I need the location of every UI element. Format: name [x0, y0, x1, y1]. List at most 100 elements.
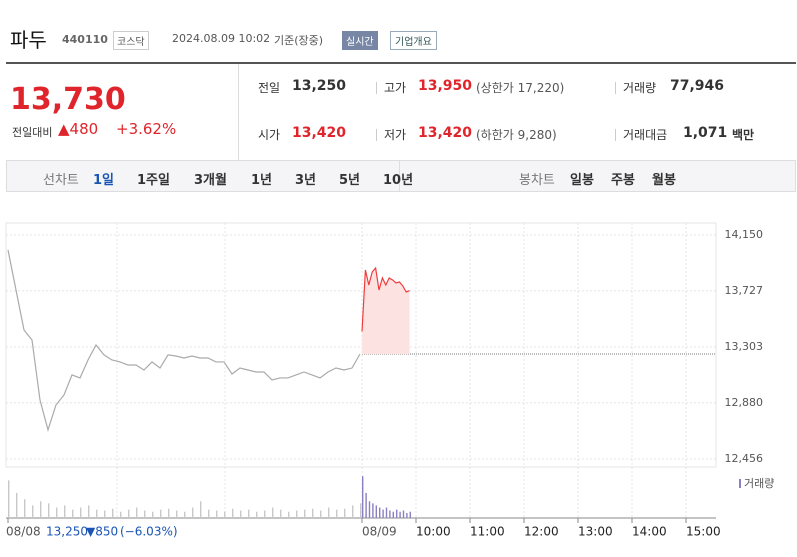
- volume-bar: [136, 507, 138, 518]
- volume-bar: [72, 509, 74, 518]
- volume-bar: [96, 509, 98, 518]
- x-tick-label: 10:00: [416, 525, 451, 539]
- volume-bar: [104, 510, 106, 518]
- volume-bar: [232, 508, 234, 518]
- stat-value: 13,420: [292, 125, 347, 141]
- y-tick-label: 12,880: [725, 396, 764, 409]
- volume-bar: [224, 511, 226, 518]
- tab-label: 선차트: [43, 173, 79, 188]
- volume-bar: [409, 511, 411, 518]
- stat-value: 13,250: [292, 78, 347, 94]
- change-pct: +3.62%: [116, 120, 177, 138]
- volume-bar: [368, 501, 371, 518]
- volume-bar: [184, 511, 186, 518]
- volume-bar: [304, 509, 306, 518]
- volume-bar: [200, 501, 202, 518]
- stat-label: 시가: [258, 128, 281, 142]
- price-line: [7, 249, 361, 433]
- stat-label: 거래량: [623, 81, 657, 95]
- tab[interactable]: 일봉: [570, 173, 594, 188]
- summary-change: ▼850: [86, 525, 118, 539]
- x-tick-label: 11:00: [470, 525, 505, 539]
- volume-bar: [256, 511, 258, 518]
- y-tick-label: 13,303: [725, 340, 764, 353]
- volume-bar: [40, 501, 42, 518]
- price-box: 13,730 전일대비 ▲480 +3.62% 전일 13,250 고가 13,950…: [6, 62, 796, 161]
- volume-bar: [379, 507, 381, 518]
- volume-bar: [344, 508, 346, 518]
- tab[interactable]: 주봉: [611, 173, 635, 188]
- volume-bar: [168, 508, 170, 518]
- volume-bar: [372, 503, 374, 518]
- volume-bar: [362, 476, 364, 518]
- stat-value: 13,950: [418, 78, 473, 94]
- y-tick-label: 13,727: [725, 284, 764, 297]
- volume-bar: [396, 509, 398, 518]
- tab-label: 봉차트: [519, 173, 555, 188]
- volume-bar: [8, 480, 10, 518]
- stat-label: 거래대금: [623, 128, 668, 142]
- volume-bar: [320, 510, 322, 518]
- volume-bar: [144, 510, 146, 518]
- x-tick-label: 13:00: [578, 525, 613, 539]
- plot-frame: [5, 222, 717, 468]
- volume-bar: [288, 511, 290, 518]
- stat-sub: (하한가 9,280): [476, 128, 557, 142]
- volume-bar: [406, 512, 408, 518]
- volume-bar: [312, 508, 314, 518]
- area: [362, 268, 410, 355]
- volume-bar: [248, 509, 250, 518]
- x-tick-label: 12:00: [524, 525, 559, 539]
- tab[interactable]: 3년: [295, 173, 317, 188]
- volume-bar: [16, 492, 18, 518]
- stat-value: 13,420: [418, 125, 473, 141]
- volume-bar: [272, 507, 274, 518]
- change-label: 전일대비: [12, 126, 53, 139]
- volume-bar: [296, 510, 298, 518]
- volume-bar: [208, 509, 210, 518]
- volume-bar: [382, 509, 384, 518]
- stat-label: 고가: [384, 81, 407, 95]
- legend-swatch: [739, 479, 741, 488]
- x-tick-label: 08/09: [362, 525, 397, 539]
- tab[interactable]: 1년: [251, 173, 273, 188]
- volume-bar: [176, 510, 178, 518]
- legend-label: 거래량: [744, 477, 774, 490]
- volume-bar: [32, 505, 34, 518]
- volume-bar: [240, 510, 242, 518]
- volume-bar: [120, 511, 122, 518]
- volume-bar: [88, 505, 90, 518]
- stat-value: 77,946: [670, 78, 725, 94]
- volume-bar: [360, 503, 362, 518]
- realtime-button[interactable]: 실시간: [342, 31, 378, 50]
- tab[interactable]: 1주일: [137, 173, 170, 188]
- company-dropdown[interactable]: 기업개요: [390, 31, 437, 50]
- period-tabs: 선차트 1일 1주일 3개월 1년 3년 5년 10년 봉차트 일봉 주봉 월봉: [6, 160, 796, 192]
- chart: 14,150 13,727 13,303 12,880 12,456 08/08 08/09…: [5, 222, 774, 539]
- tab[interactable]: 1일: [93, 173, 115, 188]
- volume-bar: [280, 509, 282, 518]
- stock-name: 파두: [10, 28, 47, 52]
- volume-bar: [389, 510, 391, 518]
- x-tick-label: 08/08: [6, 525, 41, 539]
- volume-bar: [56, 507, 58, 518]
- tab[interactable]: 5년: [339, 173, 361, 188]
- tab[interactable]: 월봉: [652, 173, 676, 188]
- volume-bar: [64, 505, 66, 518]
- current-price: 13,730: [10, 82, 126, 117]
- volume-bar: [160, 509, 162, 518]
- x-tick-label: 15:00: [686, 525, 721, 539]
- stat-unit: 백만: [732, 128, 755, 142]
- volume-bar: [385, 507, 388, 518]
- volume-bar: [399, 511, 401, 518]
- volume-bar: [392, 511, 394, 518]
- stat-label: 전일: [258, 81, 281, 95]
- stat-value: 1,071: [683, 125, 728, 141]
- volume-bar: [264, 510, 266, 518]
- x-tick-label: 14:00: [632, 525, 667, 539]
- volume-bar: [375, 505, 377, 518]
- tab[interactable]: 3개월: [194, 173, 227, 188]
- tab[interactable]: 10년: [383, 173, 414, 188]
- volume-bar: [328, 507, 330, 518]
